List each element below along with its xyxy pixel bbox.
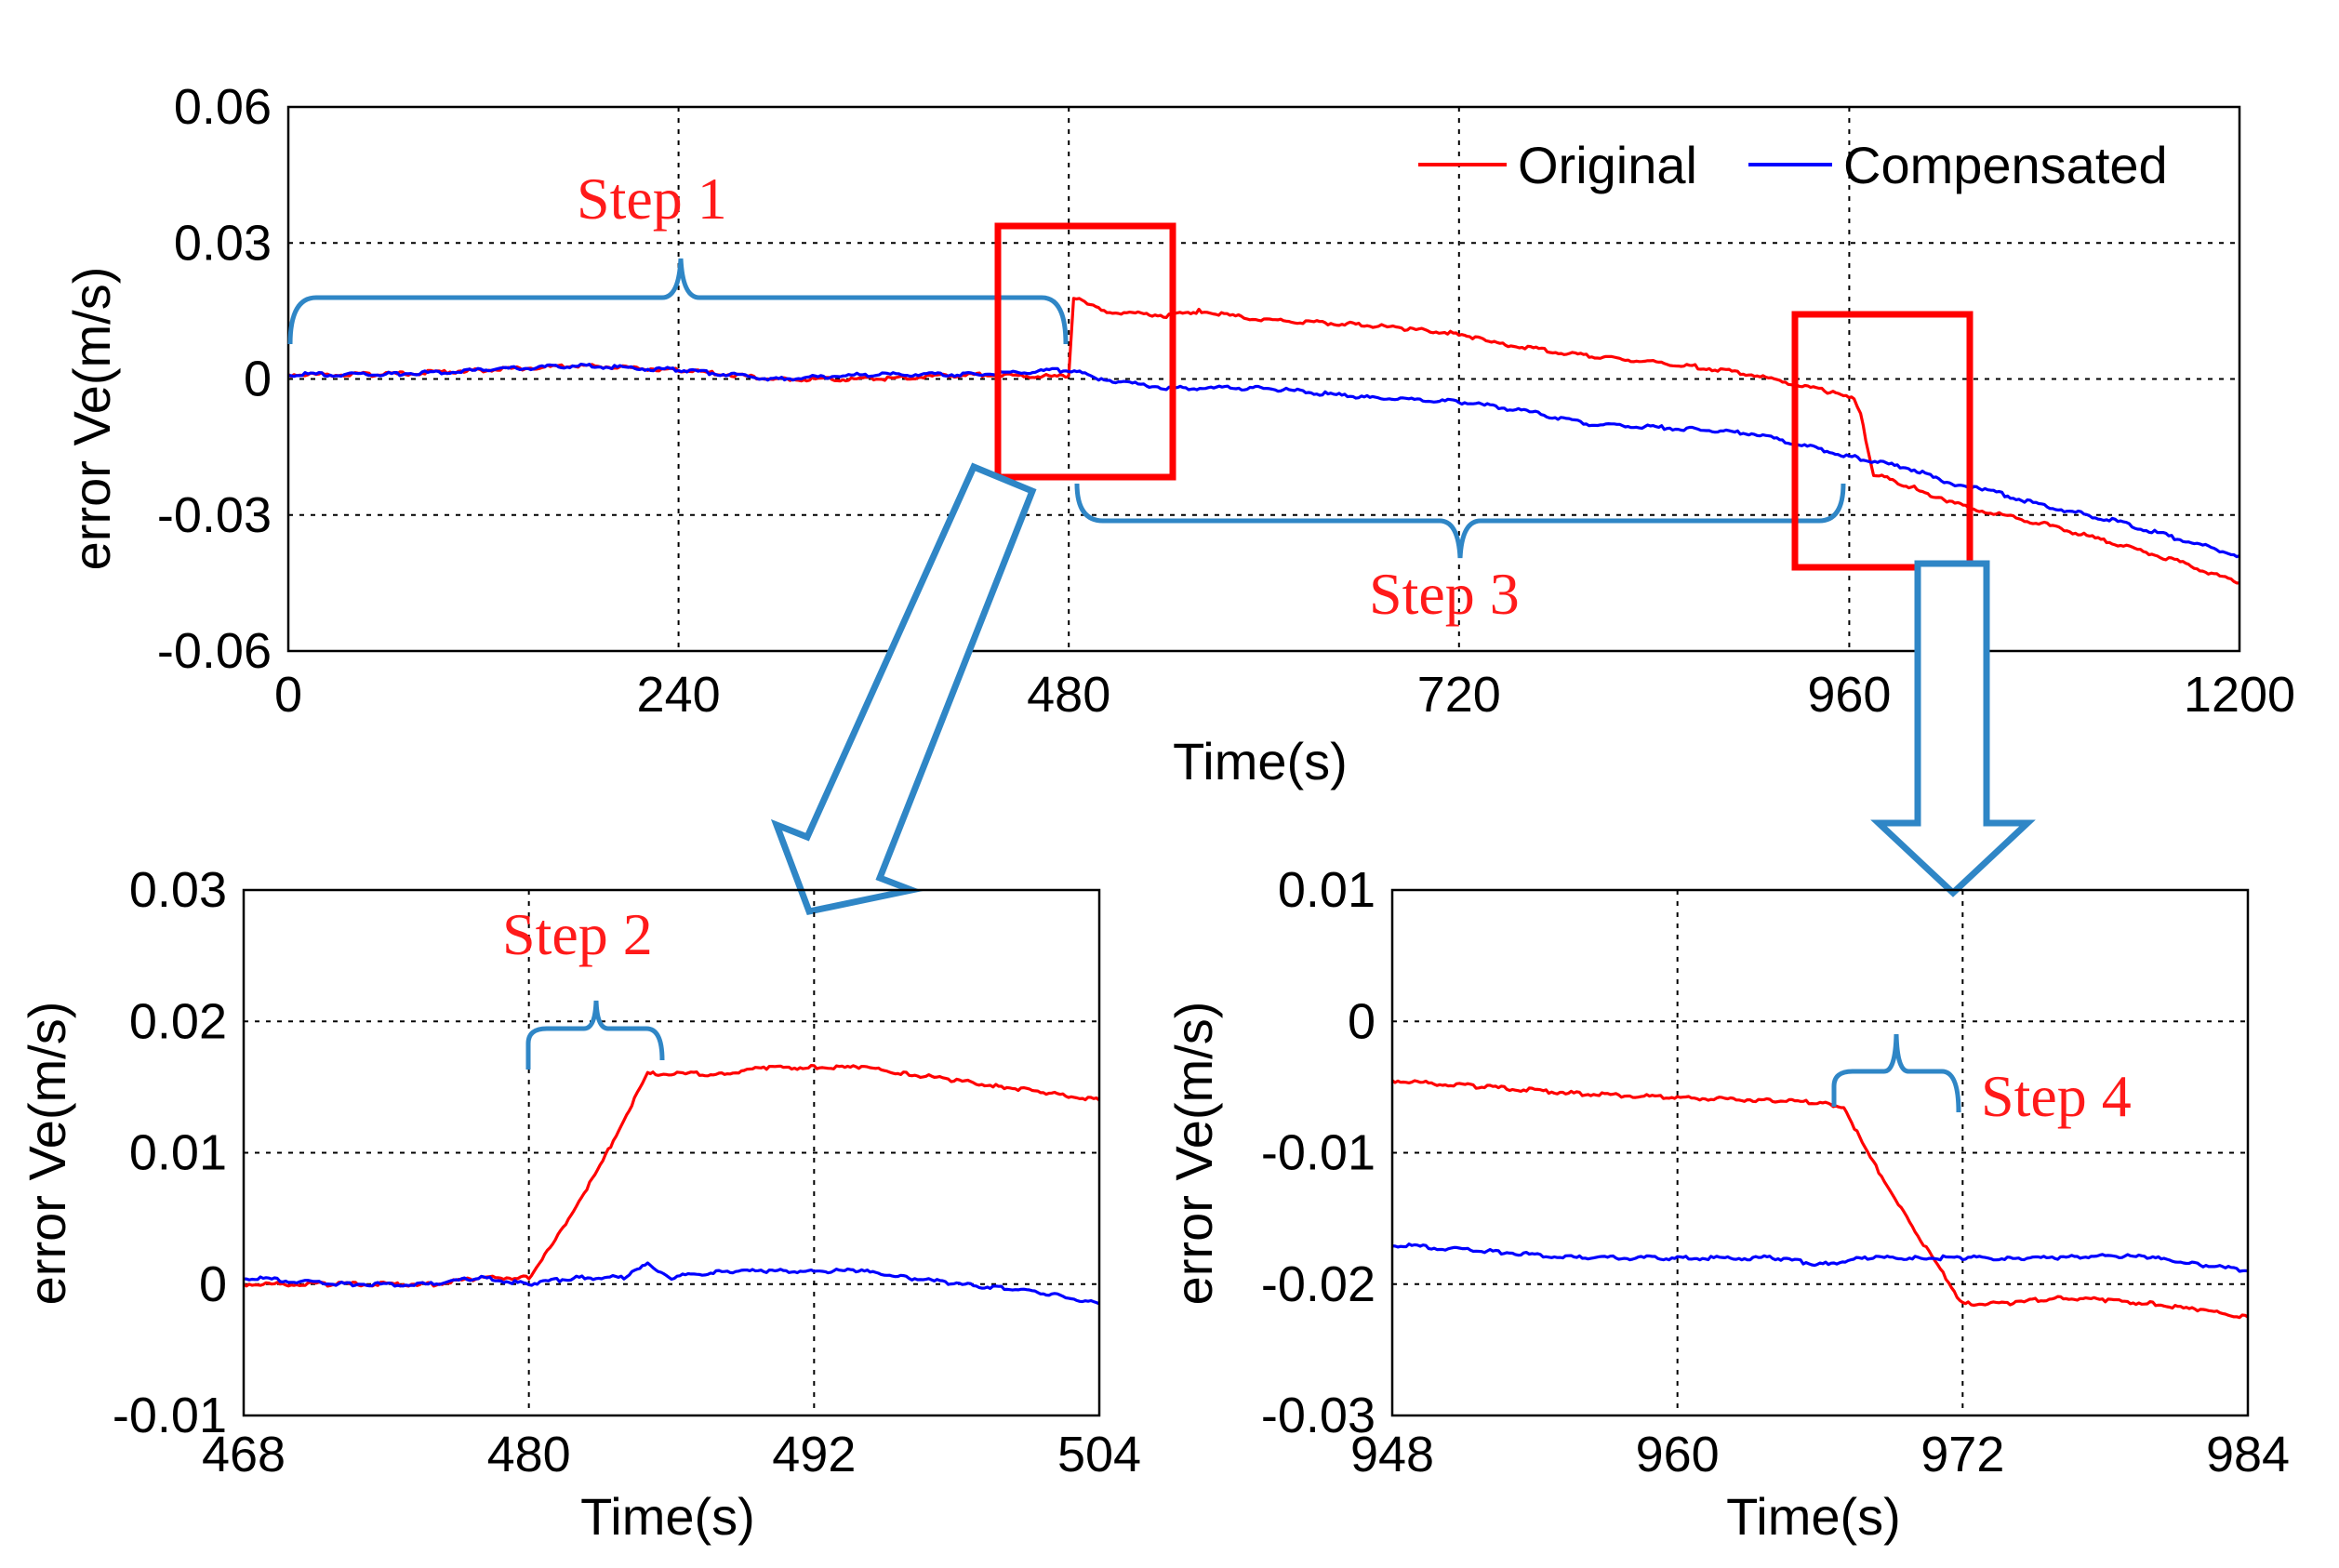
zoom1-y-tick-2: 0.01 [129, 1125, 227, 1181]
main-y-tick-4: -0.06 [157, 623, 272, 679]
zoom2-x-axis-label: Time(s) [1726, 1487, 1901, 1546]
zoom1-grid [244, 890, 1099, 1415]
main-x-axis-label: Time(s) [1173, 732, 1348, 791]
main-grid [288, 107, 2239, 651]
zoom2-y-tick-2: -0.01 [1261, 1125, 1375, 1181]
zoom1-y-tick-3: 0 [199, 1256, 227, 1312]
zoom1-x-tick-labels: 468 480 492 504 [202, 1427, 1141, 1482]
zoom1-x-tick-3: 504 [1057, 1427, 1141, 1482]
zoom2-x-tick-labels: 948 960 972 984 [1350, 1427, 2290, 1482]
zoom1-y-tick-0: 0.03 [129, 862, 227, 918]
main-original-line [287, 297, 2239, 585]
zoom2-y-tick-0: 0.01 [1278, 862, 1375, 918]
zoom1-y-tick-1: 0.02 [129, 993, 227, 1049]
zoom1-x-axis-label: Time(s) [580, 1487, 755, 1546]
arrow-to-zoom2 [1870, 560, 2036, 897]
step4-brace [1831, 1033, 1961, 1113]
legend-original-label: Original [1518, 136, 1697, 194]
legend: Original Compensated [1418, 136, 2168, 194]
zoom2-compensated-line [1391, 1242, 2249, 1273]
zoom1-y-tick-4: -0.01 [113, 1388, 227, 1443]
step1-brace [287, 258, 1069, 345]
step3-brace [1074, 483, 1846, 559]
main-y-tick-0: 0.06 [174, 79, 272, 135]
zoom2-x-tick-2: 972 [1920, 1427, 2004, 1482]
main-x-tick-3: 720 [1417, 667, 1501, 723]
main-plot-frame [286, 105, 2241, 653]
main-y-tick-2: 0 [244, 352, 272, 407]
main-y-tick-3: -0.03 [157, 487, 272, 543]
main-compensated-line [287, 363, 2240, 559]
zoom2-plot-frame [1390, 888, 2250, 1417]
main-x-tick-labels: 0 240 480 720 960 1200 [274, 667, 2295, 723]
zoom1-chart: 468 480 492 504 0.030.020.010-0.01 Time(s) … [18, 862, 1141, 1546]
zoom2-y-tick-4: -0.03 [1261, 1388, 1375, 1443]
highlight-box-480 [994, 222, 1176, 481]
step3-label: Step 3 [1369, 561, 1520, 627]
main-x-tick-2: 480 [1027, 667, 1110, 723]
zoom2-y-tick-1: 0 [1348, 993, 1375, 1049]
zoom2-x-tick-3: 984 [2206, 1427, 2290, 1482]
zoom1-compensated-line [243, 1261, 1100, 1306]
zoom2-y-axis-label: error Ve(m/s) [1164, 1002, 1223, 1306]
main-y-axis-label: error Ve(m/s) [62, 267, 121, 571]
zoom1-series [243, 1064, 1100, 1306]
zoom1-y-tick-labels: 0.03 0.02 0.01 0 -0.01 [113, 862, 227, 1443]
main-x-tick-1: 240 [637, 667, 721, 723]
main-x-tick-5: 1200 [2184, 667, 2295, 723]
zoom2-x-tick-0: 948 [1350, 1427, 1434, 1482]
legend-compensated-label: Compensated [1843, 136, 2168, 194]
zoom1-x-tick-2: 492 [772, 1427, 856, 1482]
zoom2-original-line [1391, 1079, 2249, 1320]
main-y-tick-labels: 0.06 0.03 0 -0.03 -0.06 [157, 79, 272, 679]
zoom2-series [1391, 1079, 2249, 1320]
main-x-tick-0: 0 [274, 667, 302, 723]
main-series [287, 297, 2240, 585]
arrow-to-zoom1 [770, 462, 1037, 916]
step1-label: Step 1 [577, 166, 727, 232]
step2-label: Step 2 [502, 901, 653, 967]
zoom1-y-axis-label: error Ve(m/s) [18, 1002, 76, 1306]
zoom2-grid [1392, 890, 2248, 1415]
zoom1-original-line [243, 1064, 1100, 1288]
step2-brace [525, 1000, 665, 1070]
zoom2-x-tick-1: 960 [1636, 1427, 1720, 1482]
main-y-tick-1: 0.03 [174, 215, 272, 271]
highlight-box-960 [1791, 311, 1974, 571]
zoom2-y-tick-labels: 0.01 0 -0.01 -0.02 -0.03 [1261, 862, 1375, 1443]
zoom1-x-tick-0: 468 [202, 1427, 286, 1482]
main-x-tick-4: 960 [1807, 667, 1891, 723]
zoom1-x-tick-1: 480 [487, 1427, 571, 1482]
step4-label: Step 4 [1981, 1063, 2132, 1129]
zoom2-y-tick-3: -0.02 [1261, 1256, 1375, 1312]
zoom1-plot-frame [242, 888, 1101, 1417]
zoom2-chart: 948 960 972 984 0.01 0 -0.01 -0.02 -0.03 Time(s… [1164, 862, 2290, 1546]
main-chart: 0 240 480 720 960 1200 0.06 0.03 0 -0.03 -0.06 Ti… [62, 79, 2295, 791]
